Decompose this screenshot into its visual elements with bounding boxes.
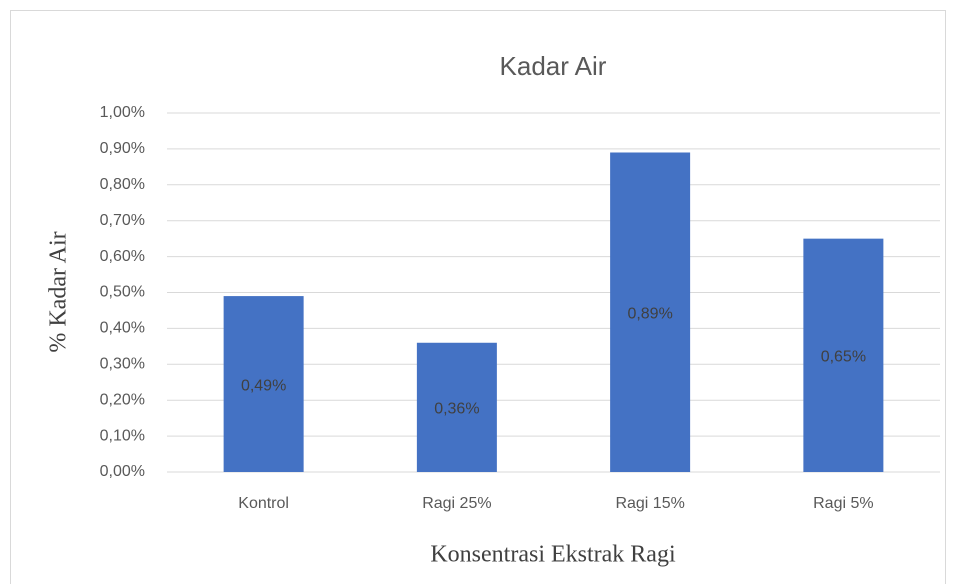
y-tick-label: 1,00% bbox=[100, 104, 145, 121]
y-tick-label: 0,80% bbox=[100, 176, 145, 193]
x-tick-label: Ragi 25% bbox=[422, 495, 491, 512]
x-tick-label: Ragi 5% bbox=[813, 495, 873, 512]
x-tick-label: Kontrol bbox=[238, 495, 289, 512]
y-tick-label: 0,90% bbox=[100, 140, 145, 157]
y-axis-title: % Kadar Air bbox=[46, 231, 72, 352]
chart-title: Kadar Air bbox=[500, 51, 607, 81]
bar bbox=[416, 342, 497, 472]
y-tick-label: 0,50% bbox=[100, 284, 145, 301]
bar bbox=[223, 296, 304, 472]
y-tick-label: 0,30% bbox=[100, 356, 145, 373]
bar bbox=[803, 238, 884, 472]
y-tick-label: 0,40% bbox=[100, 320, 145, 337]
x-tick-label: Ragi 15% bbox=[615, 495, 684, 512]
chart-border bbox=[10, 10, 946, 584]
data-label: 0,36% bbox=[434, 401, 479, 418]
x-axis-title: Konsentrasi Ekstrak Ragi bbox=[430, 542, 676, 568]
y-tick-label: 0,20% bbox=[100, 391, 145, 408]
y-tick-label: 0,10% bbox=[100, 427, 145, 444]
data-label: 0,89% bbox=[627, 305, 672, 322]
data-label: 0,49% bbox=[241, 377, 286, 394]
data-label: 0,65% bbox=[821, 349, 866, 366]
y-tick-label: 0,60% bbox=[100, 248, 145, 265]
y-tick-label: 0,70% bbox=[100, 212, 145, 229]
bar bbox=[610, 152, 691, 473]
y-tick-label: 0,00% bbox=[100, 463, 145, 480]
